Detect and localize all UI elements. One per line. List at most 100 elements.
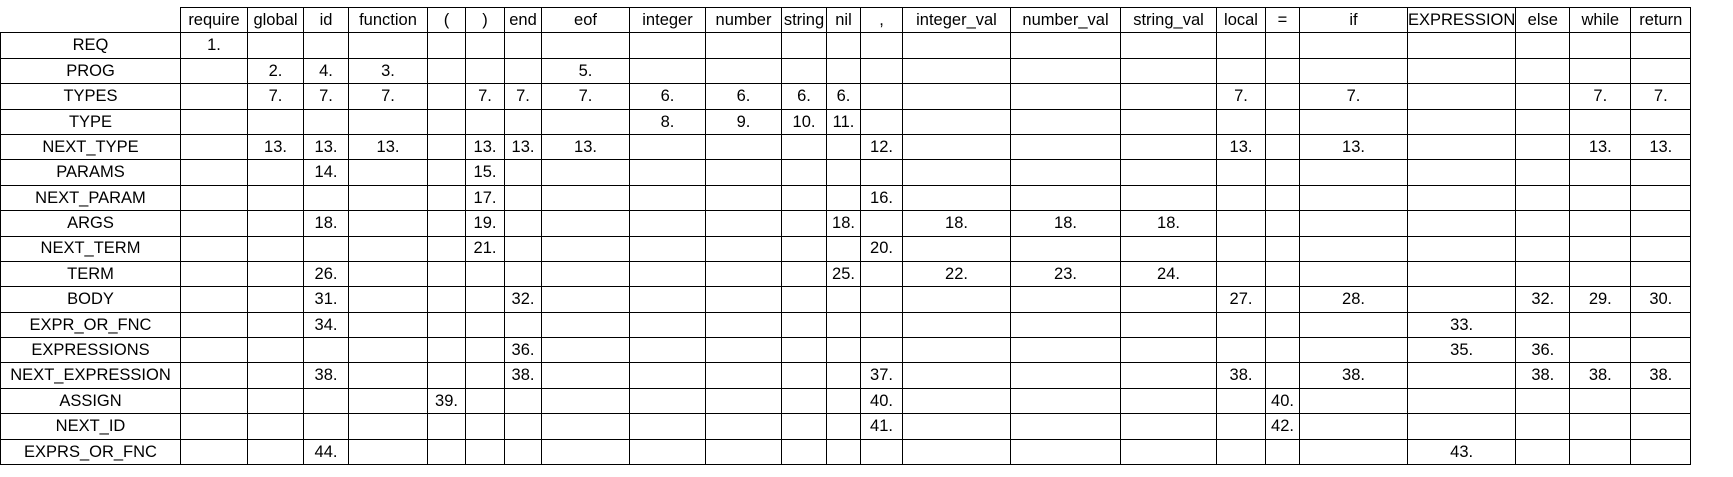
table-cell[interactable]: [465, 311, 505, 339]
table-cell[interactable]: 33.: [1406, 311, 1517, 339]
table-cell[interactable]: [1569, 32, 1632, 59]
table-cell[interactable]: [629, 260, 706, 288]
table-cell[interactable]: [465, 337, 505, 364]
table-cell[interactable]: 26.: [303, 260, 349, 288]
table-cell[interactable]: [504, 311, 542, 339]
row-header[interactable]: NEXT_TERM: [0, 235, 181, 262]
table-cell[interactable]: [826, 362, 861, 389]
table-cell[interactable]: [1630, 184, 1692, 212]
table-cell[interactable]: [860, 337, 903, 364]
table-cell[interactable]: 7.: [1216, 83, 1266, 110]
table-cell[interactable]: [541, 438, 630, 466]
table-cell[interactable]: [1569, 235, 1632, 262]
table-cell[interactable]: 38.: [504, 362, 542, 389]
table-cell[interactable]: 18.: [1120, 210, 1217, 237]
table-cell[interactable]: [427, 210, 466, 237]
row-header[interactable]: REQ: [0, 32, 181, 59]
table-cell[interactable]: [180, 387, 248, 415]
table-cell[interactable]: [860, 438, 903, 466]
table-cell[interactable]: [1515, 438, 1571, 466]
table-cell[interactable]: [781, 362, 827, 389]
table-cell[interactable]: 17.: [465, 184, 505, 212]
table-cell[interactable]: [247, 159, 304, 186]
table-cell[interactable]: 13.: [348, 133, 428, 161]
table-cell[interactable]: 36.: [1515, 337, 1571, 364]
table-cell[interactable]: 30.: [1630, 286, 1692, 313]
table-cell[interactable]: [1265, 57, 1300, 85]
table-cell[interactable]: [427, 362, 466, 389]
table-cell[interactable]: [303, 413, 349, 440]
table-cell[interactable]: [427, 438, 466, 466]
table-cell[interactable]: 19.: [465, 210, 505, 237]
table-cell[interactable]: [504, 108, 542, 135]
table-cell[interactable]: [781, 311, 827, 339]
table-cell[interactable]: [427, 413, 466, 440]
column-header[interactable]: while: [1569, 6, 1632, 34]
table-cell[interactable]: [247, 387, 304, 415]
table-cell[interactable]: [1406, 260, 1517, 288]
table-cell[interactable]: [180, 210, 248, 237]
table-cell[interactable]: [1010, 184, 1121, 212]
table-cell[interactable]: [348, 286, 428, 313]
row-header[interactable]: BODY: [0, 286, 181, 313]
table-cell[interactable]: [902, 286, 1011, 313]
table-cell[interactable]: 13.: [504, 133, 542, 161]
table-cell[interactable]: [1406, 83, 1517, 110]
table-cell[interactable]: [1010, 311, 1121, 339]
table-cell[interactable]: [826, 184, 861, 212]
table-cell[interactable]: 6.: [781, 83, 827, 110]
table-cell[interactable]: [1406, 57, 1517, 85]
table-cell[interactable]: [427, 286, 466, 313]
table-cell[interactable]: [860, 210, 903, 237]
table-cell[interactable]: [1010, 159, 1121, 186]
table-cell[interactable]: [781, 260, 827, 288]
table-cell[interactable]: [1120, 311, 1217, 339]
table-cell[interactable]: [541, 311, 630, 339]
table-cell[interactable]: 22.: [902, 260, 1011, 288]
table-cell[interactable]: 13.: [303, 133, 349, 161]
table-cell[interactable]: 3.: [348, 57, 428, 85]
table-cell[interactable]: [629, 57, 706, 85]
table-cell[interactable]: 7.: [465, 83, 505, 110]
table-cell[interactable]: [1010, 387, 1121, 415]
table-cell[interactable]: [826, 413, 861, 440]
table-cell[interactable]: 15.: [465, 159, 505, 186]
table-cell[interactable]: [629, 362, 706, 389]
table-cell[interactable]: [348, 438, 428, 466]
table-cell[interactable]: 41.: [860, 413, 903, 440]
table-cell[interactable]: [1265, 438, 1300, 466]
row-header[interactable]: TYPE: [0, 108, 181, 135]
row-header[interactable]: NEXT_ID: [0, 413, 181, 440]
table-cell[interactable]: [1569, 260, 1632, 288]
table-cell[interactable]: [1406, 32, 1517, 59]
row-header[interactable]: PARAMS: [0, 159, 181, 186]
table-cell[interactable]: 38.: [1216, 362, 1266, 389]
table-cell[interactable]: 34.: [303, 311, 349, 339]
table-cell[interactable]: [1010, 438, 1121, 466]
table-cell[interactable]: 13.: [465, 133, 505, 161]
table-cell[interactable]: [1010, 83, 1121, 110]
table-cell[interactable]: [1515, 413, 1571, 440]
table-cell[interactable]: 38.: [1630, 362, 1692, 389]
table-cell[interactable]: [1630, 387, 1692, 415]
table-cell[interactable]: 28.: [1299, 286, 1408, 313]
table-cell[interactable]: [180, 362, 248, 389]
table-cell[interactable]: [348, 184, 428, 212]
table-cell[interactable]: [180, 438, 248, 466]
table-cell[interactable]: [1265, 83, 1300, 110]
table-cell[interactable]: [781, 286, 827, 313]
table-cell[interactable]: [1010, 57, 1121, 85]
table-cell[interactable]: [303, 32, 349, 59]
table-cell[interactable]: 38.: [1515, 362, 1571, 389]
table-cell[interactable]: [1515, 133, 1571, 161]
table-cell[interactable]: [1265, 159, 1300, 186]
table-cell[interactable]: [705, 387, 782, 415]
table-cell[interactable]: [1216, 438, 1266, 466]
table-cell[interactable]: 38.: [303, 362, 349, 389]
table-cell[interactable]: [1569, 108, 1632, 135]
table-cell[interactable]: [629, 32, 706, 59]
table-cell[interactable]: [541, 210, 630, 237]
table-cell[interactable]: 7.: [1569, 83, 1632, 110]
table-cell[interactable]: 13.: [1630, 133, 1692, 161]
table-cell[interactable]: [1299, 210, 1408, 237]
